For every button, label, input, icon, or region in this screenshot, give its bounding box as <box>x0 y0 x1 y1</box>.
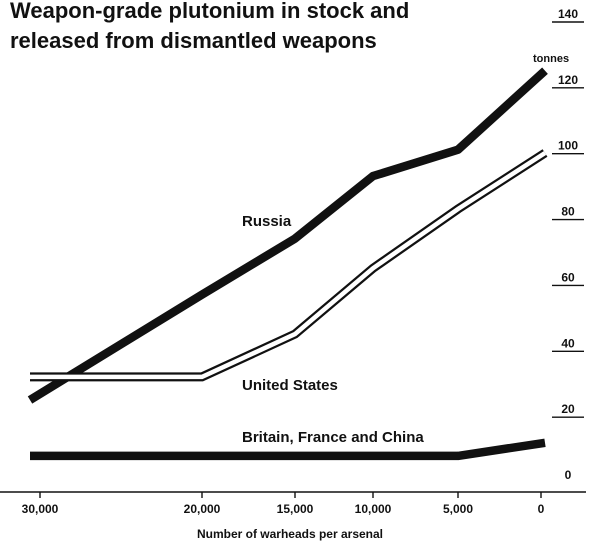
y-tick-label: 80 <box>561 205 575 219</box>
series-label-britain-france-china: Britain, France and China <box>242 429 424 446</box>
y-tick-label: 100 <box>558 139 578 153</box>
y-tick-label: 140 <box>558 7 578 21</box>
series-line-britain-france-and-china <box>30 438 546 461</box>
y-axis: 0 20 40 60 80 100 120 140 <box>552 7 584 482</box>
x-tick-label: 15,000 <box>277 502 314 516</box>
x-tick-label: 30,000 <box>22 502 59 516</box>
y-tick-label: 120 <box>558 73 578 87</box>
y-tick-label: 60 <box>561 270 575 284</box>
y-axis-unit-label: tonnes <box>533 53 569 65</box>
series-label-united-states: United States <box>242 377 338 394</box>
x-tick-label: 10,000 <box>355 502 392 516</box>
x-axis: 30,000 20,000 15,000 10,000 5,000 0 <box>22 492 545 516</box>
chart-title-line-2: released from dismantled weapons <box>10 28 377 53</box>
x-axis-title: Number of warheads per arsenal <box>197 527 383 541</box>
series-line-united-states-outline <box>30 149 548 382</box>
y-tick-label: 40 <box>561 336 575 350</box>
chart-title-line-1: Weapon-grade plutonium in stock and <box>10 0 409 23</box>
series-layer <box>27 67 548 461</box>
y-tick-label: 20 <box>561 402 575 416</box>
x-tick-label: 20,000 <box>184 502 221 516</box>
series-label-russia: Russia <box>242 213 292 230</box>
x-tick-label: 5,000 <box>443 502 473 516</box>
x-tick-label: 0 <box>538 502 545 516</box>
series-line-united-states <box>30 151 547 380</box>
series-line-russia <box>27 67 548 404</box>
y-tick-label: 0 <box>565 468 572 482</box>
